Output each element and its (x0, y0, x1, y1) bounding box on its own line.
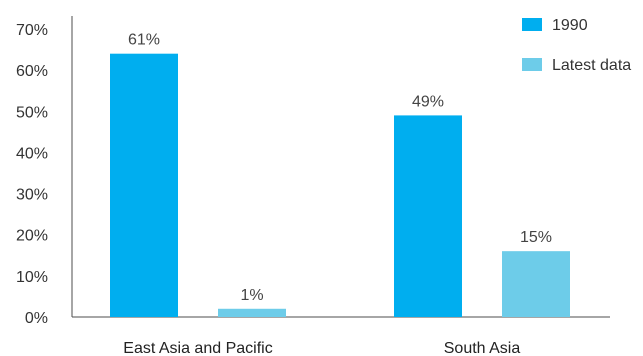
bar (394, 115, 462, 318)
bar (502, 251, 570, 317)
y-tick-label: 60% (16, 63, 48, 80)
data-label: 61% (128, 32, 160, 49)
y-tick-label: 30% (16, 187, 48, 204)
data-label: 49% (412, 93, 444, 110)
bar (110, 53, 178, 317)
y-tick-label: 50% (16, 104, 48, 121)
y-tick-label: 20% (16, 228, 48, 245)
legend-label: 1990 (552, 17, 588, 34)
y-tick-label: 10% (16, 269, 48, 286)
x-category-label: South Asia (444, 340, 521, 356)
x-category-label: East Asia and Pacific (123, 340, 272, 356)
legend-swatch (522, 18, 542, 31)
bar (218, 308, 286, 317)
data-label: 15% (520, 229, 552, 246)
y-tick-label: 40% (16, 145, 48, 162)
data-label: 1% (240, 287, 263, 304)
y-tick-label: 0% (25, 310, 48, 327)
y-tick-label: 70% (16, 22, 48, 39)
legend-label: Latest data (552, 57, 631, 74)
legend-swatch (522, 58, 542, 71)
